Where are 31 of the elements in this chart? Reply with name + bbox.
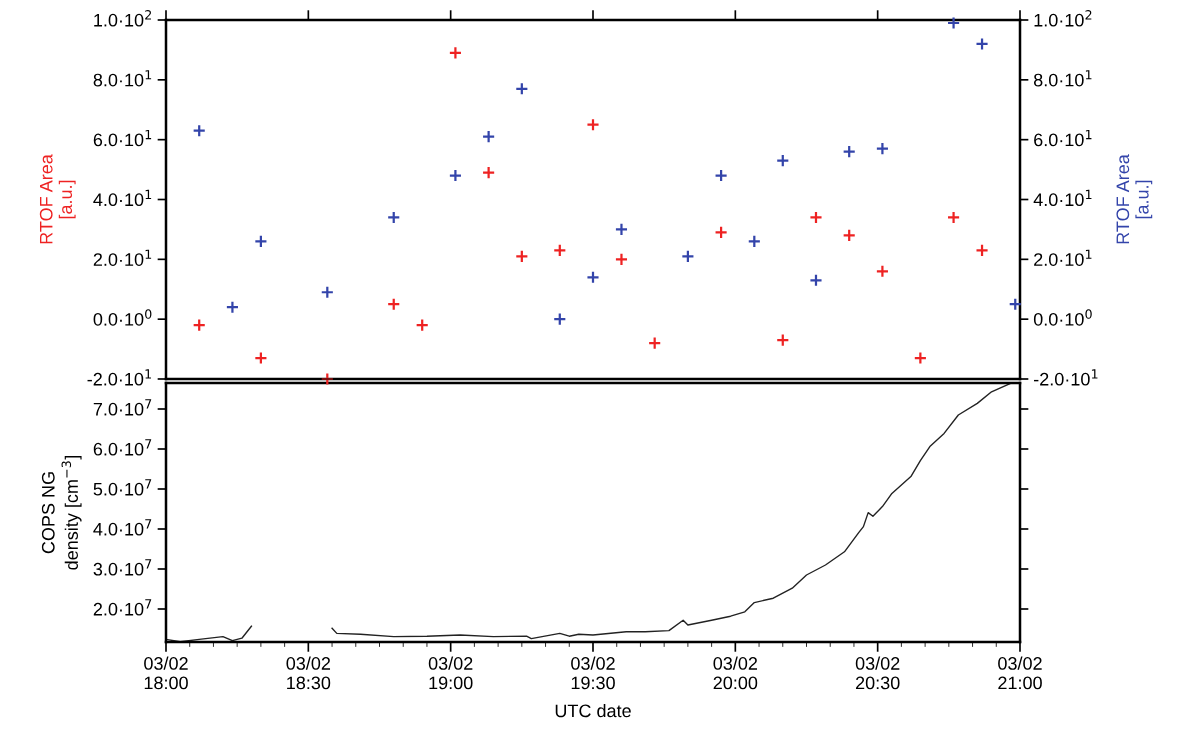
y-tick-label: 7.0·10$^{7}$	[93, 399, 152, 416]
x-axis-title: UTC date	[555, 703, 631, 718]
y-tick-label: 1.0·10$^{2}$	[94, 10, 152, 27]
y-tick-label: 8.0·10$^{1}$	[93, 70, 152, 87]
x-tick-label: 03/02 21:00	[998, 656, 1042, 690]
y-tick-label: 3.0·10$^{7}$	[93, 559, 152, 576]
x-tick-label: 03/02 20:00	[713, 656, 758, 690]
x-tick-label: 03/02 18:00	[144, 656, 188, 690]
y2-tick-label: 0.0·10$^{0}$	[1033, 309, 1092, 326]
x-tick-label: 03/02 20:30	[855, 656, 900, 690]
y-tick-label: 0.0·10$^{0}$	[93, 309, 152, 326]
y2-tick-label: 1.0·10$^{2}$	[1034, 10, 1092, 27]
y-tick-label: 2.0·10$^{7}$	[93, 599, 152, 616]
x-tick-label: 03/02 19:30	[571, 656, 615, 690]
y2-axis-title: RTOF Area [a.u.]	[1116, 154, 1153, 244]
x-tick-label: 03/02 18:30	[286, 656, 331, 690]
y-tick-label: 5.0·10$^{7}$	[93, 479, 152, 496]
y-tick-label: 2.0·10$^{1}$	[93, 249, 152, 266]
y-tick-label: -2.0·10$^{1}$	[87, 369, 151, 386]
y-tick-label: 6.0·10$^{7}$	[93, 439, 152, 456]
y-tick-label: 4.0·10$^{7}$	[93, 519, 152, 536]
y2-tick-label: 4.0·10$^{1}$	[1033, 189, 1092, 207]
y2-tick-label: -2.0·10$^{1}$	[1034, 369, 1098, 386]
y2-tick-label: 2.0·10$^{1}$	[1034, 249, 1092, 266]
y-tick-label: 6.0·10$^{1}$	[93, 129, 152, 147]
y2-tick-label: 8.0·10$^{1}$	[1033, 70, 1092, 87]
y2-tick-label: 6.0·10$^{1}$	[1034, 129, 1092, 147]
y-axis-title: RTOF Area [a.u.]	[39, 154, 76, 244]
y-tick-label: 4.0·10$^{1}$	[93, 189, 152, 207]
x-tick-label: 03/02 19:00	[428, 656, 473, 690]
y-axis-title: COPS NG density [cm$^{−3}$]	[41, 456, 82, 570]
